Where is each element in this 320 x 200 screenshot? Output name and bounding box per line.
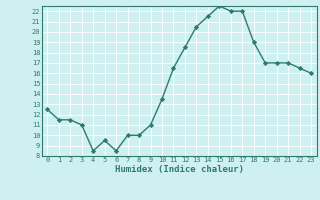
X-axis label: Humidex (Indice chaleur): Humidex (Indice chaleur) — [115, 165, 244, 174]
